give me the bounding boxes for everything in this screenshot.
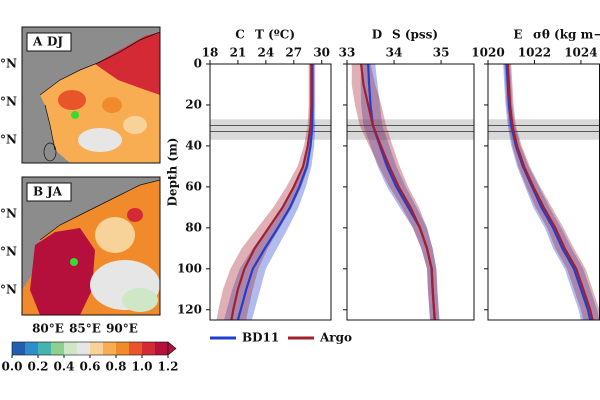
season-label: DJ bbox=[47, 35, 63, 49]
colorbar-tick-label: 0.4 bbox=[54, 360, 75, 374]
spread-band bbox=[503, 64, 600, 320]
colorbar-extend bbox=[167, 341, 177, 356]
panel-label: B bbox=[33, 185, 43, 199]
x-tick-label: 18 bbox=[202, 46, 219, 60]
spread-band bbox=[351, 64, 440, 320]
spread-band bbox=[504, 64, 600, 320]
lon-label: 85°E bbox=[69, 322, 101, 336]
x-tick-label: 24 bbox=[257, 46, 274, 60]
panel-label: D bbox=[372, 28, 382, 42]
colorbar-cell bbox=[12, 342, 26, 355]
legend-label: Argo bbox=[319, 331, 352, 345]
map-frame bbox=[21, 176, 161, 316]
y-tick-label: 20 bbox=[185, 97, 202, 111]
y-tick-label: 120 bbox=[177, 302, 202, 316]
lat-label: 20°N bbox=[0, 57, 17, 71]
x-tick-label: 21 bbox=[230, 46, 247, 60]
colorbar-cell bbox=[142, 342, 156, 355]
y-tick-label: 40 bbox=[185, 138, 202, 152]
colorbar-tick-label: 1.2 bbox=[158, 360, 179, 374]
spread-band bbox=[216, 64, 315, 320]
profile-line bbox=[230, 64, 313, 321]
y-axis-label: Depth (m) bbox=[166, 138, 180, 207]
colorbar-tick-label: 0.0 bbox=[2, 360, 23, 374]
label-box bbox=[26, 32, 72, 52]
lon-label: 80°E bbox=[32, 322, 64, 336]
lon-label: 90°E bbox=[106, 322, 138, 336]
x-axis-label: σθ (kg m−3) bbox=[533, 28, 600, 42]
y-tick-label: 80 bbox=[185, 220, 202, 234]
legend-label: BD11 bbox=[242, 331, 279, 345]
colorbar-cell bbox=[25, 342, 39, 355]
profile-line bbox=[360, 63, 436, 321]
y-tick-label: 60 bbox=[185, 179, 202, 193]
x-tick-label: 1020 bbox=[471, 46, 504, 60]
panel-label: C bbox=[235, 28, 245, 42]
depth-band bbox=[347, 119, 474, 140]
colorbar-cell bbox=[38, 342, 52, 355]
colorbar-cell bbox=[51, 342, 65, 355]
lat-label: 10°N bbox=[0, 133, 17, 147]
colorbar-cell bbox=[116, 342, 130, 355]
panel-label: E bbox=[513, 28, 522, 42]
colorbar-tick-label: 0.6 bbox=[80, 360, 101, 374]
y-tick-label: 0 bbox=[194, 57, 202, 71]
x-axis-label: S (pss) bbox=[392, 28, 438, 42]
profile-line bbox=[506, 63, 594, 321]
season-label: JA bbox=[46, 185, 63, 199]
lat-label: 10°N bbox=[0, 283, 17, 297]
panel-label: A bbox=[32, 35, 43, 49]
colorbar-cell bbox=[90, 342, 104, 355]
profile-line bbox=[505, 63, 592, 321]
x-axis-label: T (ºC) bbox=[255, 28, 295, 42]
lat-label: 15°N bbox=[0, 245, 17, 259]
map-a bbox=[22, 27, 160, 163]
x-tick-label: 30 bbox=[313, 46, 330, 60]
x-tick-label: 34 bbox=[386, 46, 403, 60]
colorbar-tick-label: 0.8 bbox=[106, 360, 127, 374]
colorbar-cell bbox=[77, 342, 91, 355]
x-tick-label: 33 bbox=[339, 46, 356, 60]
x-tick-label: 1022 bbox=[518, 46, 551, 60]
colorbar-tick-label: 0.2 bbox=[28, 360, 49, 374]
y-tick-label: 100 bbox=[177, 261, 202, 275]
x-tick-label: 1024 bbox=[564, 46, 597, 60]
panel-frame bbox=[346, 63, 475, 321]
colorbar-cell bbox=[129, 342, 143, 355]
x-tick-label: 27 bbox=[285, 46, 302, 60]
label-box bbox=[26, 182, 72, 202]
map-frame bbox=[21, 26, 161, 164]
depth-band bbox=[210, 119, 331, 140]
colorbar-cell bbox=[155, 342, 169, 355]
depth-band bbox=[488, 119, 600, 140]
lat-label: 15°N bbox=[0, 95, 17, 109]
lat-label: 20°N bbox=[0, 207, 17, 221]
colorbar-cell bbox=[64, 342, 78, 355]
colorbar-tick-label: 1.0 bbox=[132, 360, 153, 374]
panel-frame bbox=[209, 63, 332, 321]
x-tick-label: 35 bbox=[433, 46, 450, 60]
colorbar-cell bbox=[103, 342, 117, 355]
